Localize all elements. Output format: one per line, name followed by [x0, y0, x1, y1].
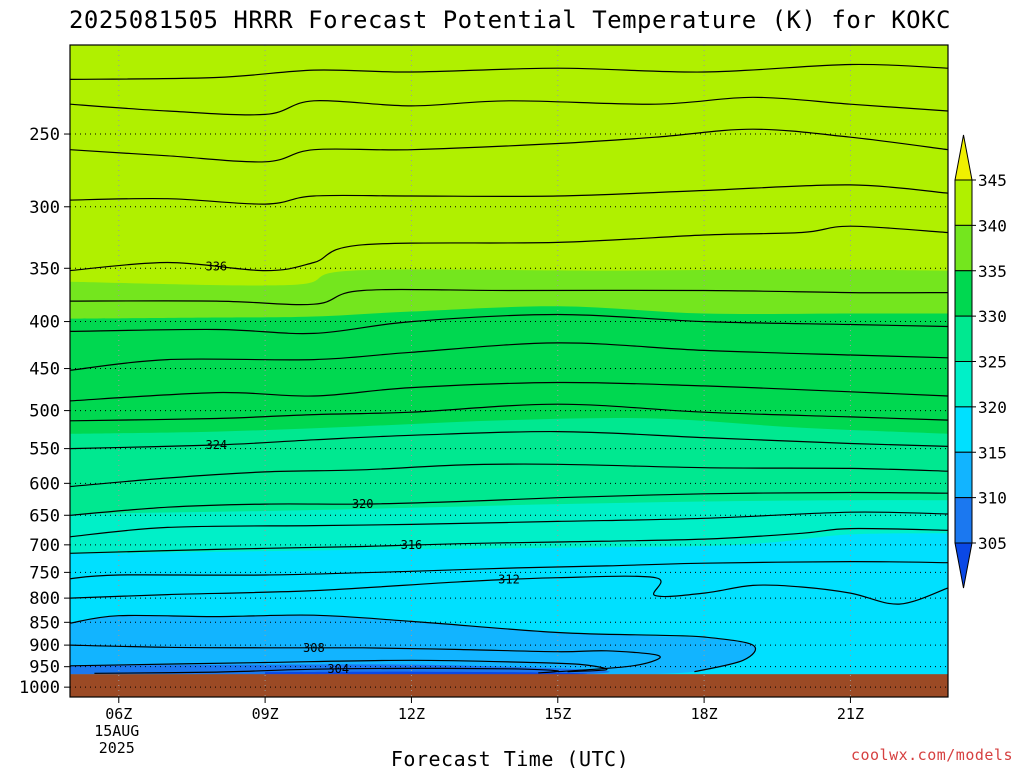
contour-label-304: 304	[327, 662, 349, 676]
x-tick-label: 21Z	[837, 705, 864, 723]
colorbar-label: 305	[978, 534, 1007, 553]
fill-band-300	[265, 671, 588, 675]
colorbar-label: 320	[978, 398, 1007, 417]
colorbar-swatch	[954, 179, 973, 226]
colorbar-label: 335	[978, 262, 1007, 281]
y-tick-label: 450	[29, 360, 60, 380]
y-tick-label: 950	[29, 658, 60, 678]
x-tick-label: 09Z	[252, 705, 279, 723]
colorbar-label: 310	[978, 489, 1007, 508]
contour-316	[70, 527, 948, 554]
colorbar-label: 345	[978, 171, 1007, 190]
contour-324	[70, 430, 948, 450]
surface-ground	[70, 674, 948, 697]
contour-322	[70, 463, 948, 488]
y-tick-label: 700	[29, 536, 60, 556]
colorbar-max-arrow	[954, 134, 973, 181]
x-tick-label: 06Z	[105, 705, 132, 723]
colorbar-swatch	[954, 406, 973, 453]
colorbar-swatch	[954, 224, 973, 272]
y-tick-label: 850	[29, 613, 60, 633]
contour-304	[94, 667, 560, 674]
y-tick-label: 750	[29, 563, 60, 583]
credit-text: coolwx.com/models	[851, 746, 1013, 764]
y-tick-label: 250	[29, 125, 60, 145]
colorbar-min-arrow	[954, 542, 973, 589]
contour-314	[70, 560, 948, 580]
grid	[70, 45, 948, 697]
chart-title: 2025081505 HRRR Forecast Potential Tempe…	[69, 6, 951, 34]
colorbar-swatch	[954, 361, 973, 408]
contour-label-336: 336	[205, 260, 227, 274]
contour-332	[70, 313, 948, 335]
y-tick-label: 800	[29, 589, 60, 609]
contour-338	[70, 184, 948, 205]
contour-336	[70, 225, 948, 272]
contour-344	[70, 63, 948, 80]
x-tick-label: 15Z	[544, 705, 571, 723]
colorbar-swatch	[954, 451, 973, 499]
x-tick-label: 12Z	[398, 705, 425, 723]
contour-326	[70, 403, 948, 422]
contour-label-308: 308	[303, 641, 325, 655]
contour-label-320: 320	[352, 497, 374, 511]
colorbar: 305 310 315 320 325 330 335 340 345	[954, 134, 1007, 589]
contour-label-324: 324	[205, 438, 227, 452]
y-tick-label: 550	[29, 440, 60, 460]
contour-310	[70, 614, 757, 673]
y-tick-label: 900	[29, 636, 60, 656]
y-tick-label: 500	[29, 402, 60, 422]
contour-label-316: 316	[401, 538, 423, 552]
plot-frame	[69, 44, 949, 698]
contour-308	[70, 644, 661, 673]
colorbar-label: 330	[978, 307, 1007, 326]
contour-312	[70, 575, 948, 605]
y-tick-label: 400	[29, 313, 60, 333]
colorbar-label: 325	[978, 353, 1007, 372]
colorbar-swatch	[954, 315, 973, 362]
y-tick-label: 650	[29, 506, 60, 526]
contour-label-312: 312	[498, 573, 520, 587]
fill-band-310	[70, 615, 756, 678]
y-tick-label: 350	[29, 259, 60, 279]
y-tick-label: 1000	[19, 678, 60, 698]
y-tick-label: 600	[29, 474, 60, 494]
y-tick-label: 300	[29, 198, 60, 218]
contour-320	[70, 491, 948, 516]
contour-306	[70, 659, 608, 673]
colorbar-swatch	[954, 270, 973, 317]
colorbar-label: 315	[978, 443, 1007, 462]
contour-342	[70, 96, 948, 116]
x-tick-date: 15AUG	[94, 722, 139, 740]
contour-330	[70, 342, 948, 371]
contour-328	[70, 381, 948, 402]
x-axis-label: Forecast Time (UTC)	[391, 747, 629, 768]
colorbar-swatch	[954, 497, 973, 544]
contour-334	[70, 288, 948, 306]
x-tick-year: 2025	[99, 739, 135, 757]
x-tick-label: 18Z	[691, 705, 718, 723]
colorbar-label: 340	[978, 216, 1007, 235]
y-axis: 250 300 350 400 450 500 550 600 650 700 750 800 850 9…	[19, 125, 70, 698]
contour-318	[70, 511, 948, 538]
contour-340	[70, 128, 948, 163]
